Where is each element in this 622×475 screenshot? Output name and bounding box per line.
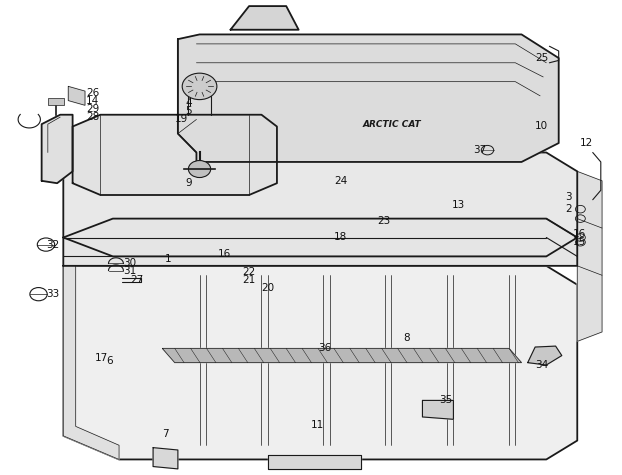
Text: 33: 33 bbox=[46, 289, 60, 299]
Polygon shape bbox=[577, 171, 602, 342]
Polygon shape bbox=[63, 266, 119, 459]
Text: 26: 26 bbox=[86, 87, 99, 97]
Text: 8: 8 bbox=[404, 333, 411, 343]
Text: 10: 10 bbox=[535, 121, 548, 131]
Text: 12: 12 bbox=[580, 138, 593, 148]
Polygon shape bbox=[63, 152, 577, 256]
Text: 19: 19 bbox=[174, 114, 188, 124]
Text: 28: 28 bbox=[86, 112, 99, 122]
Text: 7: 7 bbox=[162, 429, 169, 439]
Text: 32: 32 bbox=[46, 239, 60, 249]
Polygon shape bbox=[162, 349, 521, 362]
Text: 13: 13 bbox=[452, 200, 465, 210]
Text: 29: 29 bbox=[86, 104, 99, 114]
Text: 3: 3 bbox=[565, 192, 572, 202]
Polygon shape bbox=[267, 455, 361, 469]
Polygon shape bbox=[63, 266, 577, 459]
Text: 17: 17 bbox=[95, 353, 108, 363]
Text: 31: 31 bbox=[124, 266, 137, 276]
Circle shape bbox=[188, 161, 211, 178]
Text: 15: 15 bbox=[572, 237, 586, 247]
Polygon shape bbox=[42, 115, 73, 183]
Text: 30: 30 bbox=[124, 258, 137, 268]
Text: ARCTIC CAT: ARCTIC CAT bbox=[362, 120, 421, 129]
Text: 36: 36 bbox=[318, 343, 332, 353]
Text: 1: 1 bbox=[165, 254, 172, 264]
Text: 4: 4 bbox=[185, 98, 192, 108]
Text: 5: 5 bbox=[185, 106, 192, 116]
Polygon shape bbox=[527, 346, 562, 365]
Text: 27: 27 bbox=[130, 275, 143, 285]
Bar bbox=[48, 98, 64, 105]
Text: 11: 11 bbox=[310, 420, 324, 430]
Text: 16: 16 bbox=[218, 249, 231, 259]
Text: 18: 18 bbox=[334, 232, 347, 243]
Text: 2: 2 bbox=[565, 204, 572, 214]
Polygon shape bbox=[63, 218, 577, 266]
Text: 14: 14 bbox=[86, 95, 99, 105]
Polygon shape bbox=[73, 115, 277, 195]
Text: 20: 20 bbox=[261, 283, 274, 293]
Text: 16: 16 bbox=[572, 229, 586, 239]
Text: 34: 34 bbox=[536, 360, 549, 370]
Polygon shape bbox=[178, 35, 559, 162]
Polygon shape bbox=[231, 6, 299, 30]
Polygon shape bbox=[153, 447, 178, 469]
Text: 6: 6 bbox=[106, 356, 113, 366]
Text: 22: 22 bbox=[243, 267, 256, 277]
Text: 23: 23 bbox=[378, 216, 391, 226]
Circle shape bbox=[182, 73, 217, 100]
Text: 35: 35 bbox=[439, 395, 453, 406]
Polygon shape bbox=[68, 86, 85, 105]
Text: 9: 9 bbox=[185, 178, 192, 188]
Text: 24: 24 bbox=[334, 176, 347, 186]
Polygon shape bbox=[422, 400, 453, 419]
Text: 37: 37 bbox=[473, 145, 486, 155]
Text: 25: 25 bbox=[536, 53, 549, 63]
Text: 21: 21 bbox=[243, 275, 256, 285]
